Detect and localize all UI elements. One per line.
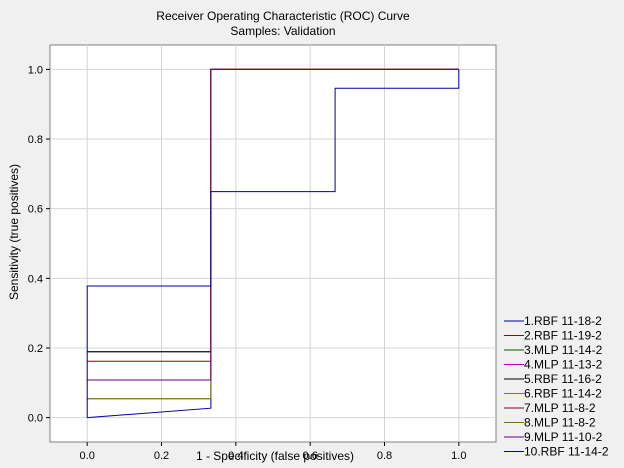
chart-title: Receiver Operating Characteristic (ROC) … [156, 9, 410, 23]
y-tick-label-0: 0.0 [28, 413, 43, 425]
legend-label-9: 9.MLP 11-10-2 [524, 430, 603, 444]
x-tick-label-4: 0.8 [377, 450, 392, 462]
series-line-10 [86, 69, 460, 418]
y-axis-label: Sensitivity (true positives) [7, 164, 21, 300]
x-tick-label-1: 0.2 [154, 450, 169, 462]
legend-label-6: 6.RBF 11-14-2 [524, 387, 602, 401]
x-tick-label-2: 0.4 [228, 450, 243, 462]
y-tick-label-1: 0.2 [28, 343, 43, 355]
y-tick-label-4: 0.8 [28, 134, 43, 146]
series-line-9 [87, 68, 459, 381]
legend-label-8: 8.MLP 11-8-2 [524, 416, 596, 430]
legend-label-10: 10.RBF 11-14-2 [524, 445, 609, 459]
y-tick-label-2: 0.4 [28, 273, 43, 285]
legend-label-4: 4.MLP 11-13-2 [524, 358, 603, 372]
legend-label-2: 2.RBF 11-19-2 [524, 329, 602, 343]
legend-label-5: 5.RBF 11-16-2 [524, 372, 602, 386]
chart-subtitle: Samples: Validation [230, 24, 335, 38]
series-group [86, 68, 460, 419]
x-tick-label-3: 0.6 [303, 450, 318, 462]
y-tick-label-5: 1.0 [28, 64, 43, 76]
x-axis-ticks: 0.0 0.2 0.4 0.6 0.8 1.0 [80, 442, 466, 462]
legend-label-1: 1.RBF 11-18-2 [524, 314, 602, 328]
plot-area [49, 44, 497, 443]
legend: 1.RBF 11-18-22.RBF 11-19-23.MLP 11-14-24… [504, 314, 609, 459]
x-axis-label: 1 - Specificity (false positives) [196, 449, 354, 463]
x-tick-label-5: 1.0 [451, 450, 466, 462]
grid-lines [50, 45, 496, 442]
legend-label-3: 3.MLP 11-14-2 [524, 343, 603, 357]
y-tick-label-3: 0.6 [28, 204, 43, 216]
x-tick-label-0: 0.0 [80, 450, 95, 462]
y-axis-ticks: 0.0 0.2 0.4 0.6 0.8 1.0 [28, 64, 50, 425]
legend-label-7: 7.MLP 11-8-2 [524, 401, 596, 415]
